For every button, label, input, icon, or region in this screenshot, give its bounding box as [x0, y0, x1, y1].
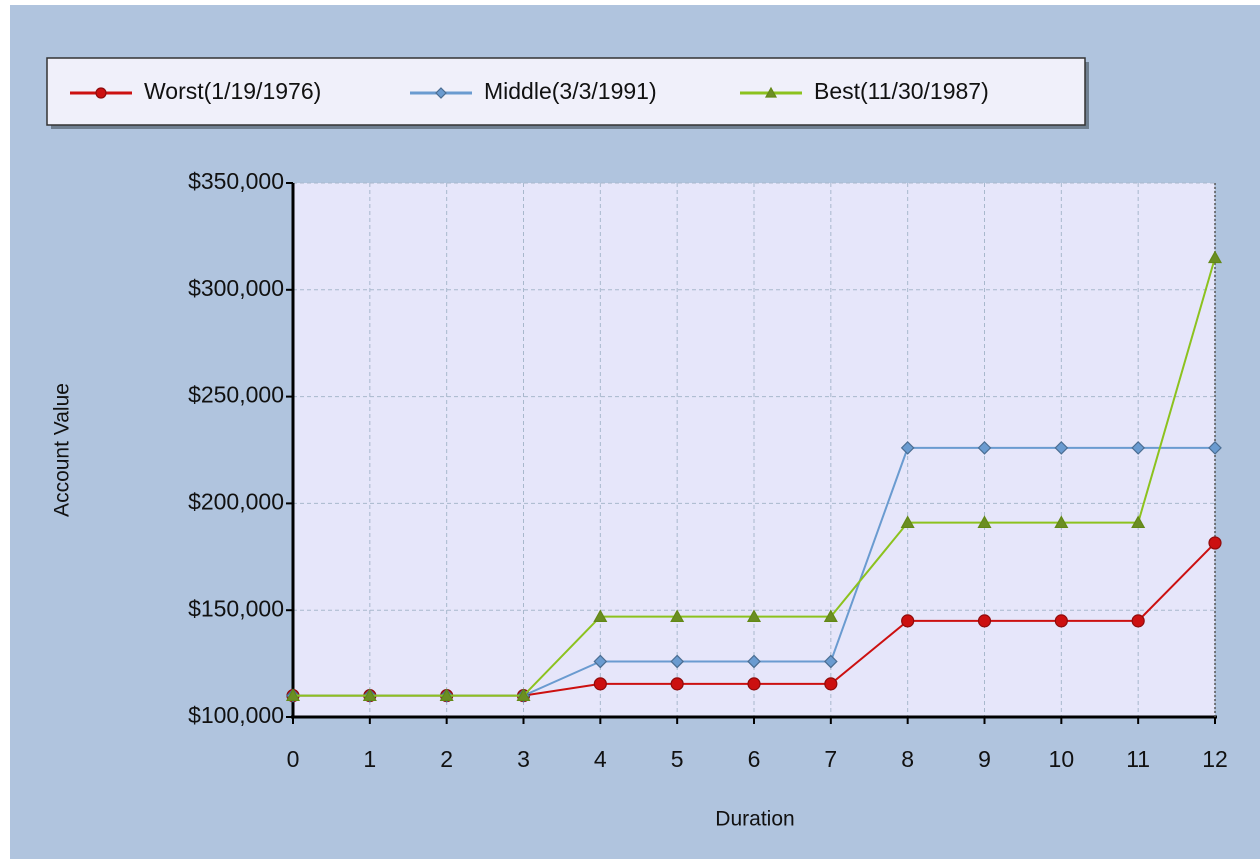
- marker: [747, 654, 761, 669]
- marker: [670, 677, 684, 691]
- marker: [95, 87, 107, 99]
- x-tick-label: 4: [594, 746, 607, 772]
- marker: [977, 441, 992, 455]
- y-tick-label: $250,000: [188, 382, 284, 408]
- marker: [285, 688, 301, 702]
- marker: [670, 609, 685, 623]
- legend-label: Worst(1/19/1976): [144, 78, 321, 104]
- marker: [764, 86, 778, 98]
- x-tick-label: 6: [748, 746, 761, 772]
- marker: [746, 609, 762, 623]
- marker: [747, 677, 761, 691]
- marker: [900, 441, 915, 455]
- marker: [362, 688, 377, 702]
- marker: [1207, 250, 1223, 264]
- x-tick-label: 9: [978, 746, 991, 772]
- x-tick-label: 0: [287, 746, 300, 772]
- marker: [823, 654, 838, 669]
- legend-box: [46, 57, 1086, 126]
- x-tick-label: 8: [901, 746, 914, 772]
- x-tick-label: 12: [1202, 746, 1228, 772]
- marker: [901, 614, 915, 628]
- legend-label: Middle(3/3/1991): [484, 78, 657, 104]
- marker: [1208, 536, 1222, 550]
- x-tick-label: 11: [1126, 746, 1150, 772]
- x-tick-label: 2: [440, 746, 453, 772]
- marker: [1054, 515, 1069, 529]
- x-tick-label: 7: [824, 746, 837, 772]
- marker: [1208, 441, 1222, 455]
- y-tick-label: $100,000: [188, 702, 284, 728]
- x-tick-label: 3: [517, 746, 530, 772]
- marker: [435, 87, 447, 99]
- marker: [823, 609, 838, 623]
- marker: [439, 688, 454, 702]
- marker: [516, 688, 531, 702]
- x-tick-label: 1: [363, 746, 376, 772]
- marker: [824, 677, 838, 691]
- x-tick-label: 10: [1049, 746, 1075, 772]
- y-axis-label: Account Value: [51, 383, 74, 517]
- legend-label: Best(11/30/1987): [814, 78, 989, 104]
- marker: [977, 614, 992, 628]
- x-axis-label: Duration: [715, 808, 794, 831]
- marker: [977, 515, 992, 529]
- marker: [1131, 515, 1146, 529]
- marker: [1131, 614, 1145, 628]
- x-tick-label: 5: [671, 746, 684, 772]
- y-tick-label: $350,000: [188, 168, 284, 194]
- marker: [1054, 441, 1069, 455]
- marker: [593, 654, 608, 669]
- marker: [1131, 441, 1146, 455]
- marker: [593, 677, 607, 691]
- y-tick-label: $200,000: [188, 488, 284, 514]
- y-tick-label: $300,000: [188, 275, 284, 301]
- y-tick-label: $150,000: [188, 595, 284, 621]
- marker: [593, 609, 608, 623]
- marker: [1054, 614, 1068, 628]
- marker: [900, 515, 915, 529]
- marker: [670, 654, 685, 669]
